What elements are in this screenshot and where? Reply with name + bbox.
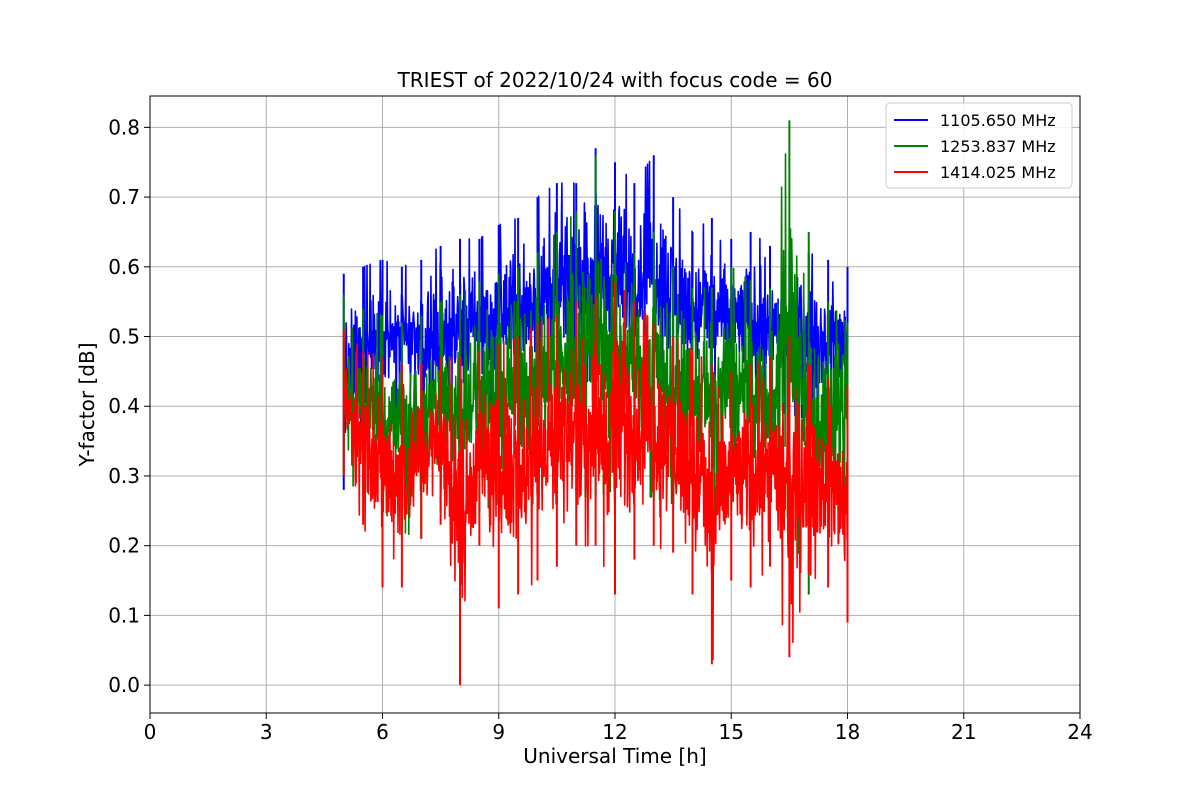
y-tick-label: 0.8 [108,115,140,139]
legend-label: 1414.025 MHz [940,163,1056,182]
y-tick-label: 0.4 [108,394,140,418]
y-axis-label: Y-factor [dB] [75,342,99,467]
x-tick-label: 24 [1067,720,1092,744]
y-tick-label: 0.7 [108,185,140,209]
chart-title: TRIEST of 2022/10/24 with focus code = 6… [397,68,833,92]
x-axis-label: Universal Time [h] [523,744,706,768]
x-tick-label: 6 [376,720,389,744]
y-tick-label: 0.2 [108,534,140,558]
y-tick-label: 0.0 [108,673,140,697]
x-tick-label: 21 [951,720,976,744]
tick-layer: 0 3 6 9 12 15 18 21 24 0.0 0.1 0.2 0.3 0.4 0.5 0.6 0.7 0.… [108,115,1093,744]
y-tick-label: 0.3 [108,464,140,488]
legend-label: 1105.650 MHz [940,111,1056,130]
x-tick-label: 18 [835,720,860,744]
legend-label: 1253.837 MHz [940,137,1056,156]
legend-box [885,102,1073,189]
y-tick-label: 0.5 [108,325,140,349]
x-tick-label: 0 [144,720,157,744]
x-tick-label: 15 [719,720,744,744]
y-tick-label: 0.1 [108,603,140,627]
legend: 1105.650 MHz 1253.837 MHz 1414.025 MHz [885,102,1073,189]
x-tick-label: 9 [492,720,505,744]
series-layer [342,120,849,686]
y-tick-label: 0.6 [108,255,140,279]
x-tick-label: 3 [260,720,273,744]
x-tick-label: 12 [602,720,627,744]
